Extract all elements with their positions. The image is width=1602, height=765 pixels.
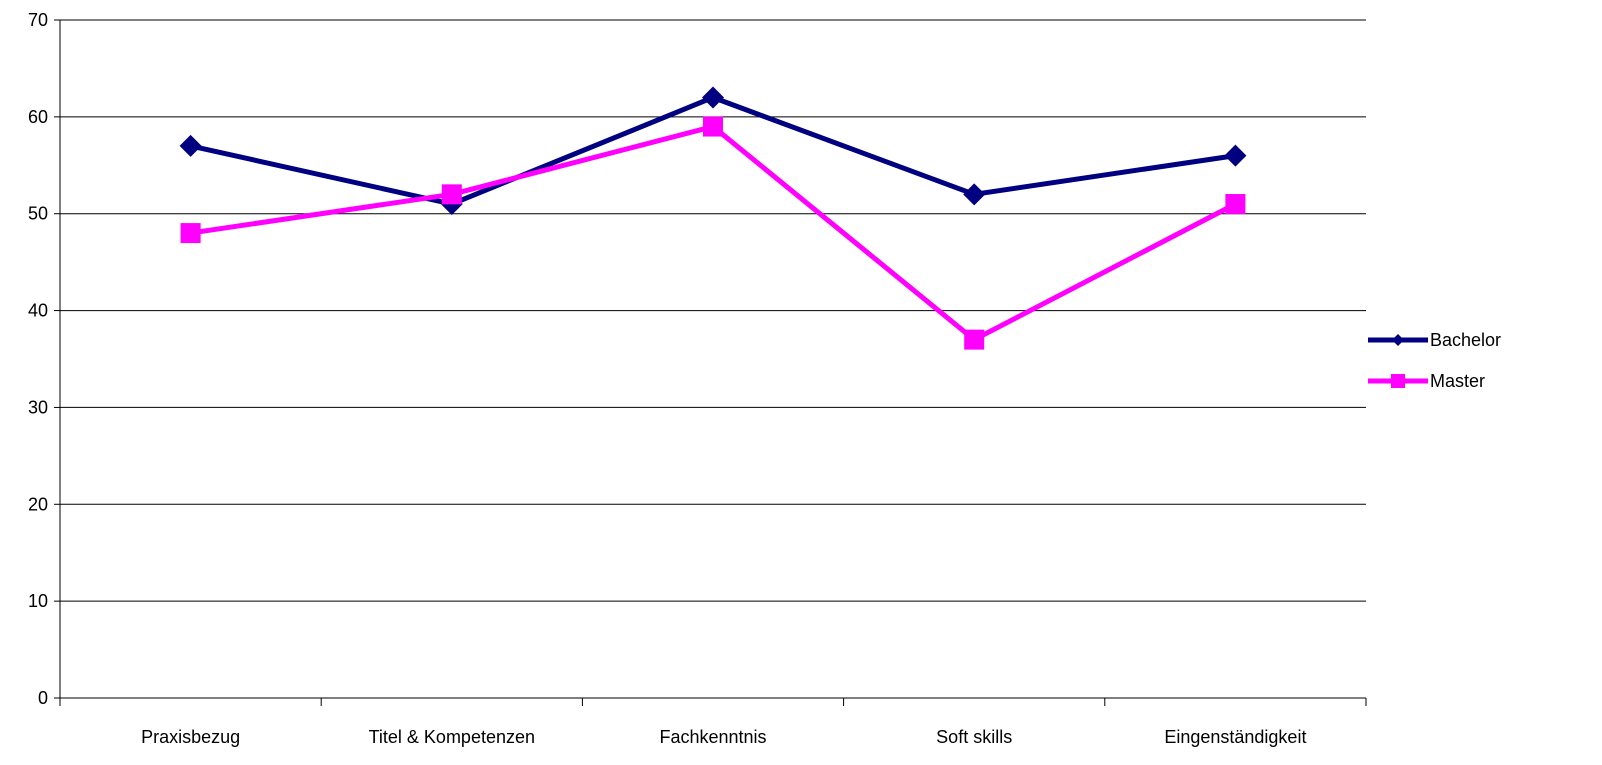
data-point-diamond bbox=[1224, 144, 1247, 167]
legend-item-bachelor: Bachelor bbox=[1368, 330, 1501, 350]
data-point-square bbox=[1225, 194, 1246, 215]
legend-marker-diamond bbox=[1392, 334, 1404, 346]
y-tick-label: 0 bbox=[38, 688, 48, 708]
x-tick-labels: Praxisbezug Titel & Kompetenzen Fachkenntn… bbox=[141, 727, 1306, 747]
data-point-square bbox=[703, 116, 723, 137]
x-tick-label: Praxisbezug bbox=[141, 727, 240, 747]
series-line bbox=[190, 123, 1237, 343]
legend-label: Master bbox=[1430, 371, 1485, 391]
series-bachelor bbox=[179, 86, 1247, 216]
axes bbox=[54, 19, 1367, 706]
legend: Bachelor Master bbox=[1368, 330, 1501, 391]
series-master bbox=[180, 116, 1246, 350]
y-tick-label: 30 bbox=[28, 397, 48, 417]
x-tick-label: Eingenständigkeit bbox=[1164, 727, 1306, 747]
x-tick-label: Soft skills bbox=[936, 727, 1012, 747]
y-tick-label: 10 bbox=[28, 591, 48, 611]
y-tick-label: 60 bbox=[28, 107, 48, 127]
data-point-diamond bbox=[179, 134, 202, 157]
y-tick-labels: 0 10 20 30 40 50 60 70 bbox=[28, 10, 48, 708]
data-point-diamond bbox=[963, 183, 986, 206]
data-point-square bbox=[441, 184, 462, 205]
y-tick-label: 50 bbox=[28, 204, 48, 224]
legend-marker-square bbox=[1391, 374, 1405, 388]
data-point-diamond bbox=[702, 86, 724, 109]
x-tick-label: Titel & Kompetenzen bbox=[369, 727, 535, 747]
y-tick-label: 40 bbox=[28, 301, 48, 321]
y-tick-label: 20 bbox=[28, 494, 48, 514]
series-layer bbox=[179, 86, 1247, 350]
data-point-square bbox=[964, 329, 985, 350]
legend-item-master: Master bbox=[1368, 371, 1485, 391]
y-tick-label: 70 bbox=[28, 10, 48, 30]
legend-label: Bachelor bbox=[1430, 330, 1501, 350]
x-tick-label: Fachkenntnis bbox=[659, 727, 766, 747]
series-line bbox=[190, 94, 1236, 207]
data-point-square bbox=[180, 223, 201, 244]
